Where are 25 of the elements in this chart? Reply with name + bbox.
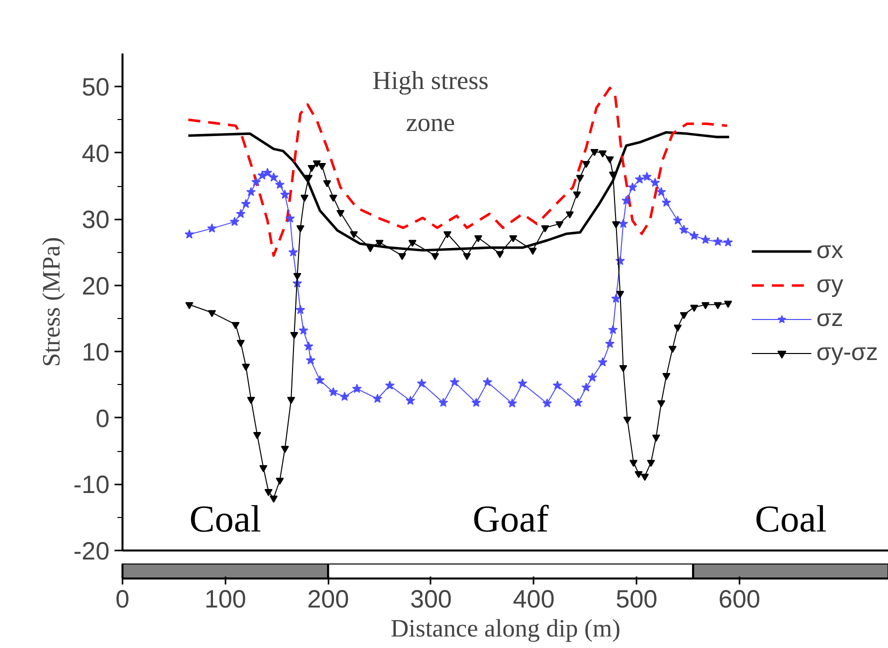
legend-label: σy: [816, 270, 844, 298]
legend-label: σz: [816, 304, 844, 332]
y-tick-label: 40: [82, 140, 110, 168]
x-tick-label: 0: [116, 586, 130, 614]
legend-label: σy-σz: [816, 338, 878, 366]
y-tick-label: 50: [82, 74, 110, 102]
x-tick-label: 600: [718, 586, 760, 614]
y-tick-label: -20: [73, 538, 110, 566]
series-label: Goaf: [472, 498, 549, 540]
x-axis-title: Distance along dip (m): [390, 616, 620, 642]
series-label: Coal: [754, 498, 827, 540]
legend-label: σx: [816, 236, 844, 264]
y-tick-label: 30: [82, 206, 110, 234]
x-tick-label: 100: [204, 586, 246, 614]
y-tick-label: -10: [73, 471, 110, 500]
y-tick-label: 0: [96, 404, 110, 433]
x-tick-label: 500: [616, 586, 658, 614]
y-axis-title: Stress (MPa): [38, 237, 66, 367]
y-tick-label: 20: [82, 272, 110, 300]
x-tick-label: 200: [307, 586, 349, 614]
x-tick-label: 300: [410, 586, 452, 614]
series-label: Coal: [189, 498, 262, 540]
annotation: High stress zone: [372, 66, 489, 137]
y-tick-label: 10: [82, 338, 110, 367]
x-tick-label: 400: [512, 586, 555, 614]
